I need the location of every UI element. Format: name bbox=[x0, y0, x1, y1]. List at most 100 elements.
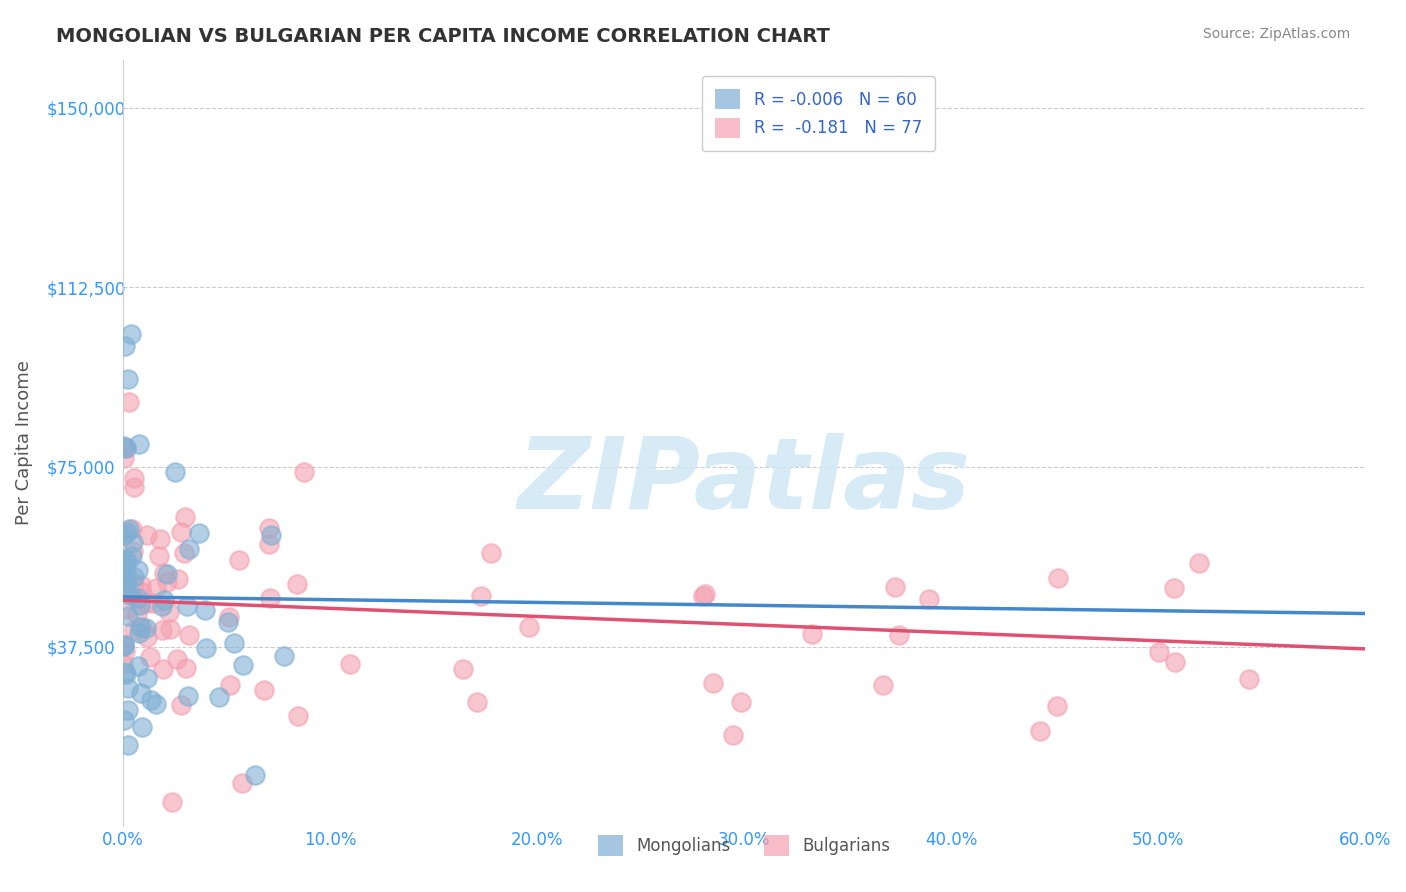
Bulgarians bbox=[166, 651, 188, 665]
Bulgarians bbox=[131, 620, 153, 634]
Bulgarians bbox=[218, 610, 240, 624]
Bulgarians bbox=[122, 576, 145, 591]
Bulgarians bbox=[519, 620, 541, 634]
Text: MONGOLIAN VS BULGARIAN PER CAPITA INCOME CORRELATION CHART: MONGOLIAN VS BULGARIAN PER CAPITA INCOME… bbox=[56, 27, 830, 45]
Bulgarians bbox=[259, 591, 281, 606]
Bulgarians bbox=[872, 678, 894, 692]
Bulgarians bbox=[153, 566, 176, 580]
Mongolians bbox=[131, 720, 153, 734]
Bulgarians bbox=[174, 510, 197, 524]
Bulgarians bbox=[112, 636, 135, 650]
Bulgarians bbox=[145, 581, 167, 595]
Bulgarians bbox=[114, 644, 136, 658]
Bulgarians bbox=[257, 521, 280, 535]
Mongolians bbox=[156, 566, 179, 581]
Bulgarians bbox=[170, 524, 193, 539]
Bulgarians bbox=[692, 589, 714, 603]
Mongolians bbox=[145, 697, 167, 711]
Mongolians bbox=[121, 549, 143, 563]
Bulgarians bbox=[160, 795, 183, 809]
Bulgarians bbox=[166, 572, 188, 586]
Mongolians bbox=[129, 686, 152, 700]
Bulgarians bbox=[1163, 581, 1185, 595]
Text: ZIPatlas: ZIPatlas bbox=[517, 433, 970, 530]
Mongolians bbox=[120, 326, 142, 341]
Bulgarians bbox=[292, 465, 315, 479]
Bulgarians bbox=[173, 546, 195, 560]
Mongolians bbox=[112, 439, 135, 453]
Bulgarians bbox=[465, 694, 488, 708]
Bulgarians bbox=[219, 678, 242, 692]
Mongolians bbox=[115, 441, 138, 455]
Mongolians bbox=[114, 339, 136, 353]
Mongolians bbox=[122, 535, 145, 549]
Bulgarians bbox=[156, 575, 179, 590]
Bulgarians bbox=[115, 441, 138, 455]
Mongolians bbox=[194, 602, 217, 616]
Bulgarians bbox=[730, 695, 752, 709]
Mongolians bbox=[195, 640, 218, 655]
Mongolians bbox=[115, 667, 138, 681]
Mongolians bbox=[115, 525, 138, 540]
Mongolians bbox=[115, 576, 138, 591]
Mongolians bbox=[118, 588, 141, 602]
Mongolians bbox=[117, 738, 139, 752]
Bulgarians bbox=[1046, 699, 1069, 714]
Bulgarians bbox=[1147, 645, 1170, 659]
Mongolians bbox=[136, 671, 159, 685]
Bulgarians bbox=[131, 584, 153, 599]
Bulgarians bbox=[174, 661, 197, 675]
Mongolians bbox=[127, 563, 149, 577]
Bulgarians bbox=[135, 596, 157, 610]
Bulgarians bbox=[702, 676, 724, 690]
Bulgarians bbox=[124, 623, 146, 637]
Bulgarians bbox=[479, 546, 502, 560]
Bulgarians bbox=[112, 451, 135, 466]
Bulgarians bbox=[122, 480, 145, 494]
Mongolians bbox=[165, 466, 187, 480]
Mongolians bbox=[117, 681, 139, 695]
Mongolians bbox=[112, 552, 135, 566]
Mongolians bbox=[117, 372, 139, 386]
Bulgarians bbox=[721, 728, 744, 742]
Bulgarians bbox=[139, 650, 162, 665]
Bulgarians bbox=[1164, 655, 1187, 669]
Mongolians bbox=[208, 690, 231, 704]
Mongolians bbox=[117, 522, 139, 536]
Mongolians bbox=[152, 592, 174, 607]
Mongolians bbox=[128, 626, 150, 640]
Mongolians bbox=[129, 598, 152, 612]
Bulgarians bbox=[125, 607, 148, 622]
Bulgarians bbox=[115, 602, 138, 616]
Bulgarians bbox=[287, 708, 309, 723]
Bulgarians bbox=[887, 628, 910, 642]
Bulgarians bbox=[179, 628, 201, 642]
Bulgarians bbox=[159, 623, 181, 637]
Mongolians bbox=[273, 648, 295, 663]
Mongolians bbox=[115, 557, 138, 571]
Text: Source: ZipAtlas.com: Source: ZipAtlas.com bbox=[1202, 27, 1350, 41]
Bulgarians bbox=[470, 589, 492, 603]
Bulgarians bbox=[152, 662, 174, 676]
Mongolians bbox=[222, 636, 245, 650]
Legend: Mongolians, Bulgarians: Mongolians, Bulgarians bbox=[589, 827, 898, 864]
Bulgarians bbox=[136, 528, 159, 542]
Mongolians bbox=[139, 693, 162, 707]
Mongolians bbox=[112, 638, 135, 652]
Bulgarians bbox=[801, 627, 824, 641]
Mongolians bbox=[127, 591, 149, 606]
Mongolians bbox=[129, 620, 152, 634]
Mongolians bbox=[177, 689, 200, 703]
Mongolians bbox=[114, 566, 136, 581]
Bulgarians bbox=[1046, 571, 1069, 585]
Mongolians bbox=[243, 768, 266, 782]
Bulgarians bbox=[231, 775, 253, 789]
Mongolians bbox=[115, 578, 138, 592]
Bulgarians bbox=[149, 532, 172, 546]
Bulgarians bbox=[693, 587, 716, 601]
Mongolians bbox=[122, 569, 145, 583]
Mongolians bbox=[135, 621, 157, 635]
Bulgarians bbox=[136, 630, 159, 644]
Bulgarians bbox=[257, 537, 280, 551]
Bulgarians bbox=[114, 587, 136, 601]
